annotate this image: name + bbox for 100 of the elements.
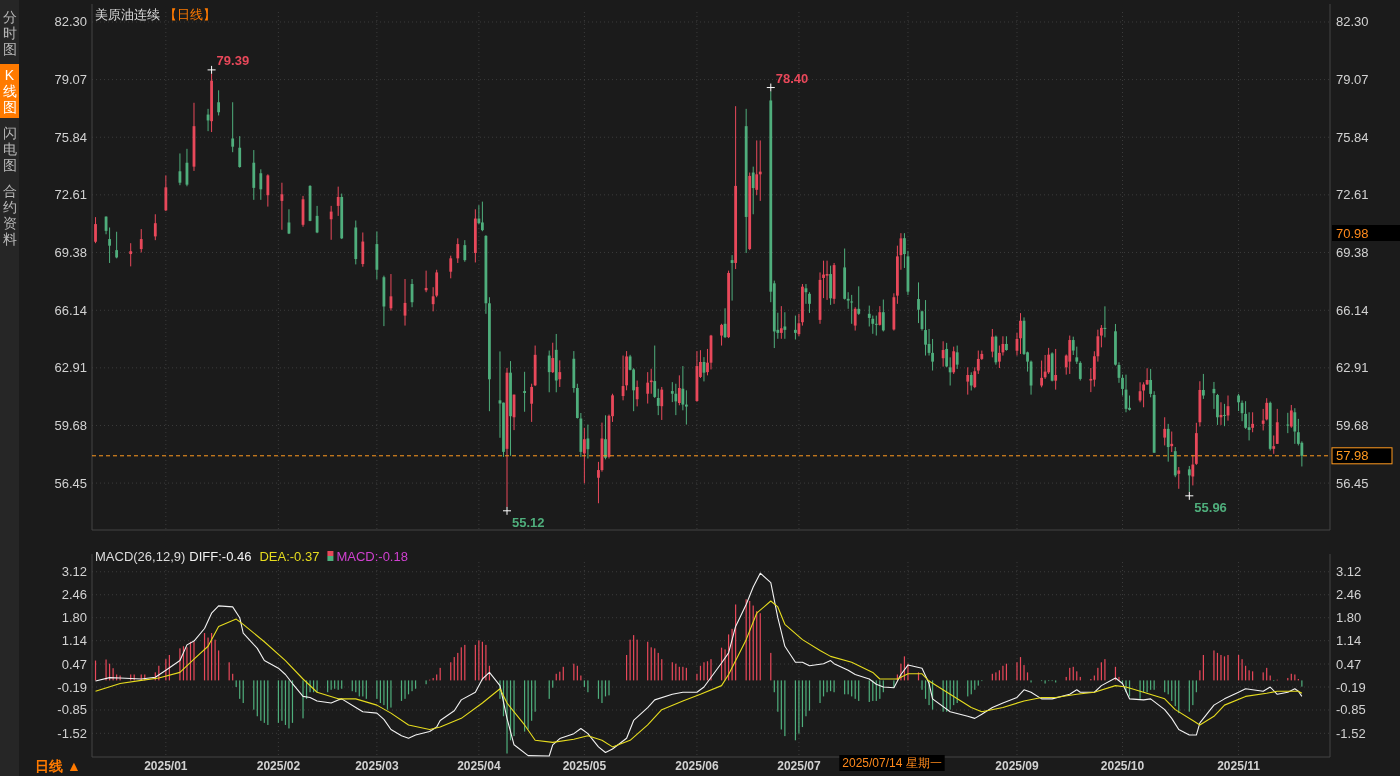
chart-title: 美原油连续 <box>95 7 160 22</box>
annotation: 55.96 <box>1194 499 1227 515</box>
candlestick <box>523 371 526 413</box>
candlestick <box>874 315 878 337</box>
candlestick <box>825 260 829 301</box>
y-tick-label: 69.38 <box>54 244 87 260</box>
candlestick <box>857 285 861 316</box>
text: 闪电图 <box>2 125 17 173</box>
candlestick <box>755 139 759 196</box>
candlestick <box>720 323 723 347</box>
y2-tick-label: 2.46 <box>1336 587 1362 603</box>
text: 日线 ▲ <box>35 758 81 774</box>
candlestick <box>424 270 428 293</box>
candlestick <box>1293 407 1297 445</box>
y2-tick-label: 75.84 <box>1336 129 1369 145</box>
x-tick-label: 2025/11 <box>1217 759 1261 773</box>
candlestick <box>1163 416 1167 446</box>
x-tick-label: 2025/03 <box>355 759 399 773</box>
candlestick <box>1275 408 1279 445</box>
candlestick <box>266 173 270 208</box>
candlestick <box>783 311 787 340</box>
y-tick-label: 66.14 <box>54 302 87 318</box>
candlestick <box>129 242 133 267</box>
candlestick <box>456 237 460 264</box>
candlestick <box>674 383 678 416</box>
line-series <box>94 600 1303 748</box>
candlestick <box>153 213 157 241</box>
candlestick <box>582 427 586 484</box>
annotation: 78.40 <box>775 70 809 86</box>
candlestick <box>1047 347 1051 375</box>
y-tick-label: 59.68 <box>54 417 87 433</box>
y-tick-label: 3.12 <box>61 564 87 580</box>
candlestick <box>966 366 970 396</box>
y-tick-label: 2.46 <box>61 587 87 603</box>
x-tick-label: 2025/05 <box>562 759 607 773</box>
candlestick <box>853 306 857 332</box>
candlestick <box>1170 431 1174 453</box>
candlestick <box>941 340 945 368</box>
y2-tick-label: 59.68 <box>1336 417 1369 433</box>
candlestick <box>530 383 534 423</box>
candlestick <box>1201 373 1205 400</box>
candlestick <box>730 254 734 302</box>
candlestick <box>955 345 959 370</box>
candlestick <box>660 386 664 421</box>
y2-tick-label: 79.07 <box>1336 72 1369 88</box>
candlestick <box>646 371 650 405</box>
candlestick <box>336 186 340 217</box>
x-tick-label: 2025/10 <box>1100 759 1145 773</box>
candlestick <box>480 201 484 232</box>
candlestick <box>945 342 949 368</box>
candlestick <box>1054 348 1058 391</box>
candlestick <box>917 281 920 324</box>
candlestick <box>973 366 977 389</box>
candlestick <box>881 299 885 332</box>
chart-title: MACD(26,12,9) <box>95 549 186 564</box>
y-tick-label: 56.45 <box>54 475 87 491</box>
text: K线图 <box>2 67 17 115</box>
y-tick-label: 79.07 <box>54 72 87 88</box>
candlestick <box>1223 403 1226 427</box>
y-tick-label: 82.30 <box>54 14 87 30</box>
candlestick <box>238 135 242 169</box>
candlestick <box>1068 335 1072 375</box>
y2-tick-label: 82.30 <box>1336 14 1369 30</box>
y-tick-label: 62.91 <box>54 360 87 376</box>
candlestick <box>1166 423 1170 463</box>
y2-tick-label: 3.12 <box>1336 564 1362 580</box>
y2-tick-label: 72.61 <box>1336 187 1369 203</box>
candlestick <box>449 255 453 279</box>
candlestick <box>164 174 168 212</box>
candlestick <box>976 350 980 375</box>
candlestick <box>1286 412 1290 434</box>
x-tick-label: 2025/06 <box>675 759 719 773</box>
y-tick-label: 75.84 <box>54 129 87 145</box>
candlestick <box>1191 454 1195 486</box>
y2-tick-label: 69.38 <box>1336 244 1369 260</box>
y-tick-label: 0.47 <box>61 656 87 672</box>
candlestick <box>1272 434 1276 455</box>
candlestick <box>547 350 551 393</box>
candlestick <box>990 328 994 358</box>
y2-tick-label: 66.14 <box>1336 302 1369 318</box>
y2-tick-label: -0.19 <box>1336 679 1366 695</box>
annotation: 2025/07/14 星期一 <box>842 756 942 770</box>
y2-tick-label: 1.14 <box>1336 633 1362 649</box>
y2-tick-label: 1.80 <box>1336 610 1362 626</box>
candlestick <box>1149 368 1153 398</box>
candlestick <box>779 305 783 340</box>
candlestick <box>558 359 562 388</box>
y-tick-label: -0.19 <box>57 679 87 695</box>
candlestick <box>94 216 97 244</box>
x-tick-label: 2025/02 <box>256 759 301 773</box>
y2-tick-label: 0.47 <box>1336 656 1362 672</box>
candlestick <box>329 205 333 241</box>
candlestick <box>924 299 927 357</box>
candlestick <box>1247 411 1251 441</box>
legend-label: MACD:-0.18 <box>336 549 408 564</box>
candlestick <box>551 342 555 374</box>
candlestick <box>1177 466 1181 490</box>
x-tick-label: 2025/01 <box>144 759 188 773</box>
candlestick <box>463 239 467 263</box>
candlestick <box>217 89 221 116</box>
